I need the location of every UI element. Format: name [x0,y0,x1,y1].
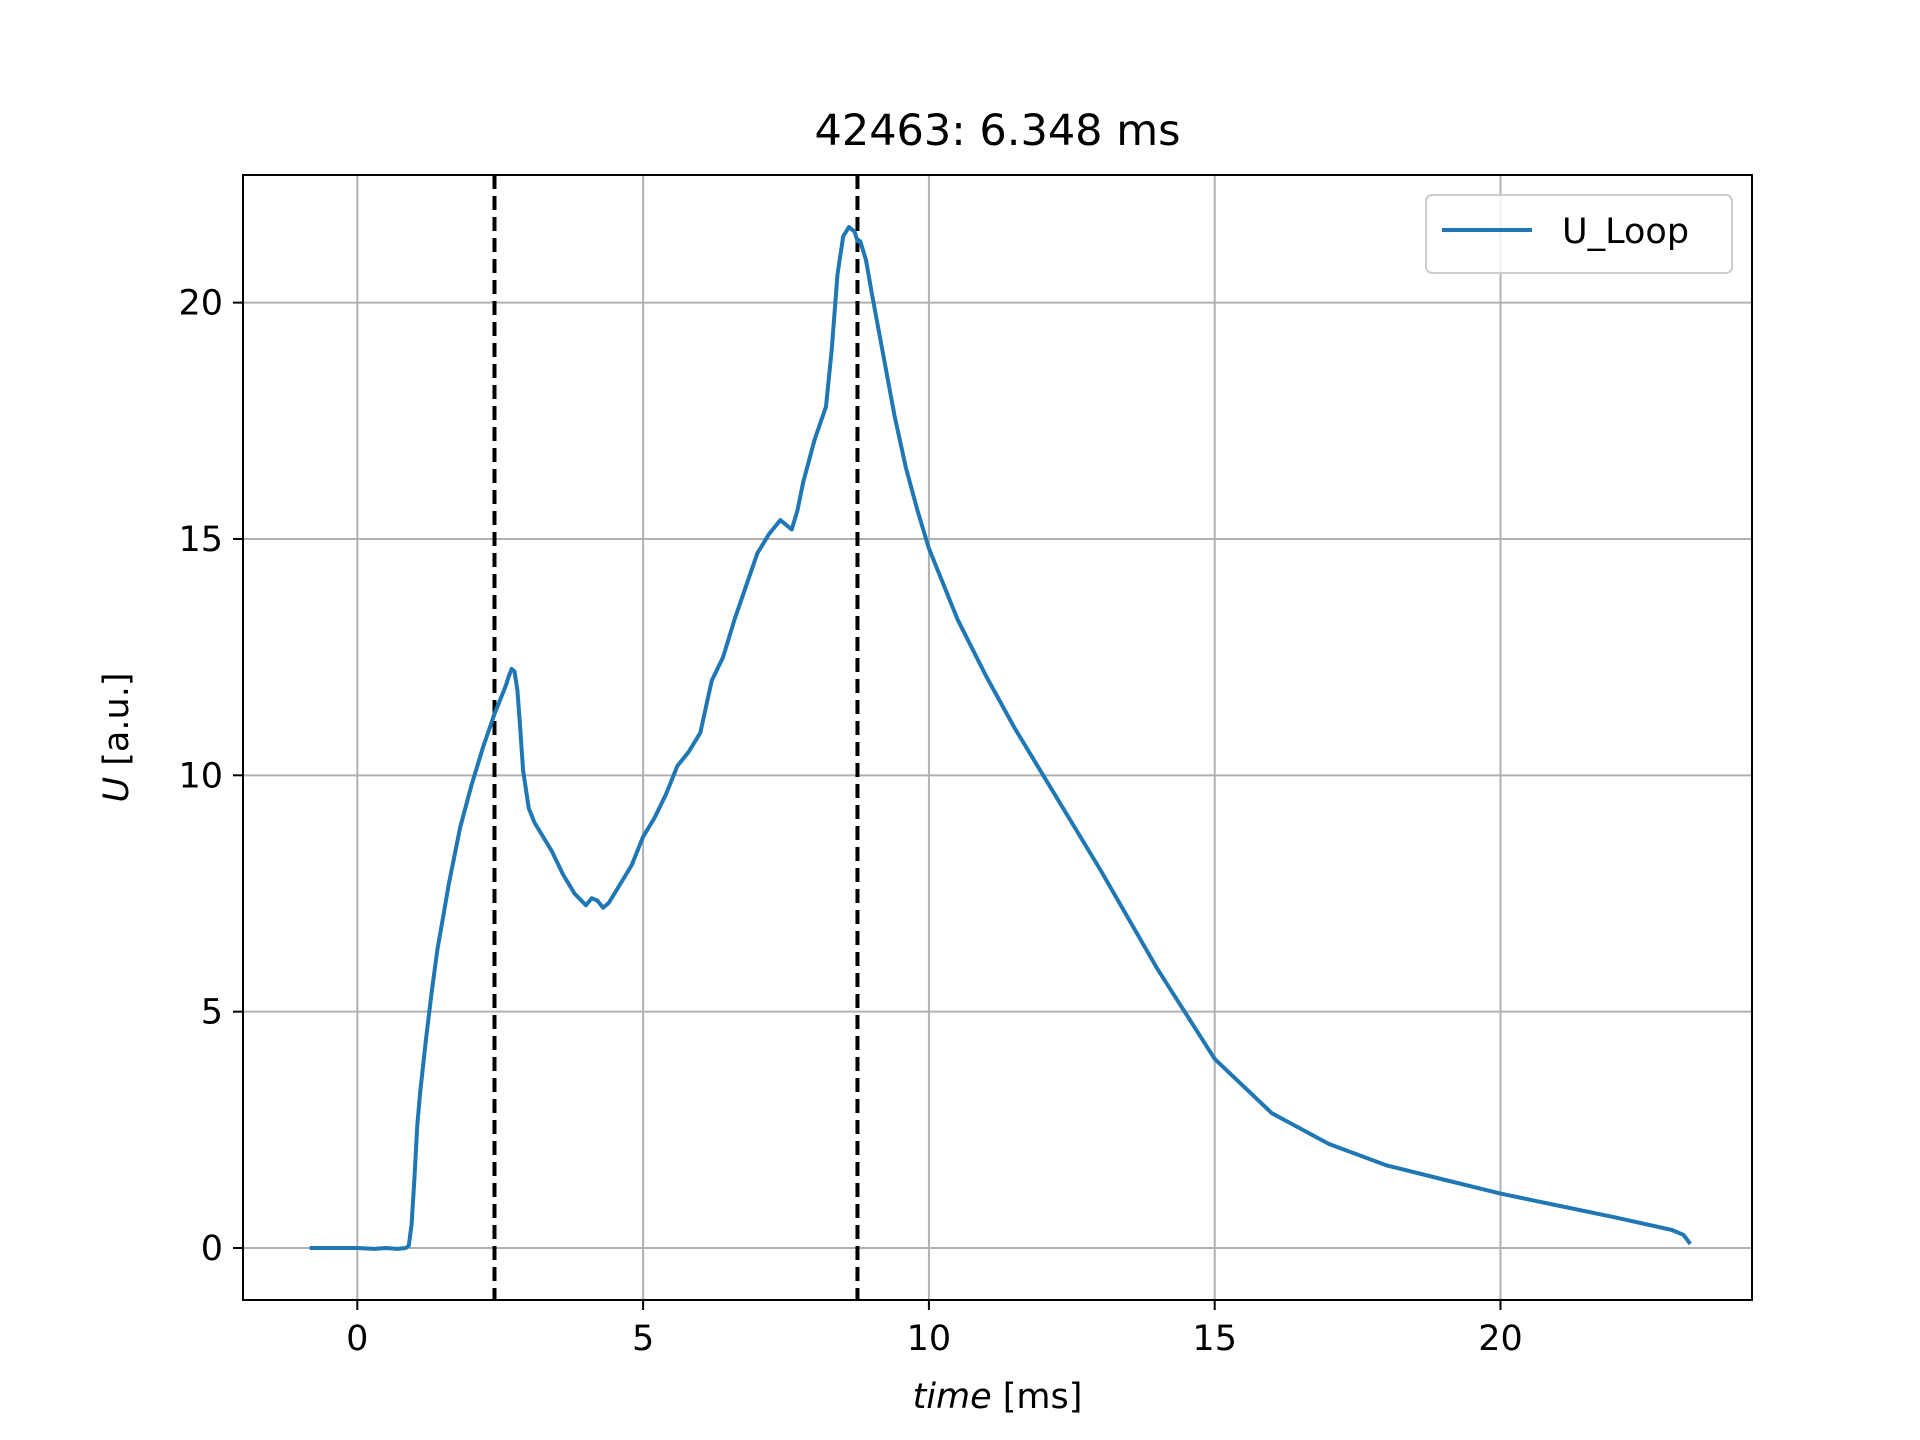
x-axis-label-unit [992,1377,1003,1417]
x-tick-label: 20 [1478,1319,1523,1359]
y-axis-label-var: U [97,777,137,803]
y-axis-label: U [a.u.] [97,673,137,803]
x-axis-label-unit-text: [ms] [1003,1377,1083,1417]
y-tick-label: 10 [178,756,223,796]
y-tick-label: 15 [178,520,223,560]
x-tick-label: 15 [1192,1319,1237,1359]
chart-title: 42463: 6.348 ms [814,106,1180,156]
axis-ticks: 0 5 10 15 20 0 5 10 15 20 [178,284,1522,1359]
legend-box [1425,194,1733,274]
grid [243,175,1752,1300]
event-markers [492,175,860,1300]
series-line-u-loop [309,225,1692,1251]
x-axis-label: time [ms] [913,1377,1083,1417]
y-tick-label: 5 [201,993,223,1033]
legend: U_Loop [1425,194,1733,274]
y-axis-label-space [97,766,137,777]
y-axis-label-unit-text: [a.u.] [97,673,137,766]
y-tick-label: 20 [178,284,223,324]
series-layer [309,225,1692,1251]
x-tick-label: 10 [907,1319,952,1359]
y-tick-label: 0 [201,1229,223,1269]
x-axis-label-var: time [913,1377,992,1417]
x-tick-label: 0 [346,1319,368,1359]
plot-frame [242,174,1753,1301]
legend-label-u-loop: U_Loop [1562,212,1689,252]
x-tick-label: 5 [632,1319,654,1359]
